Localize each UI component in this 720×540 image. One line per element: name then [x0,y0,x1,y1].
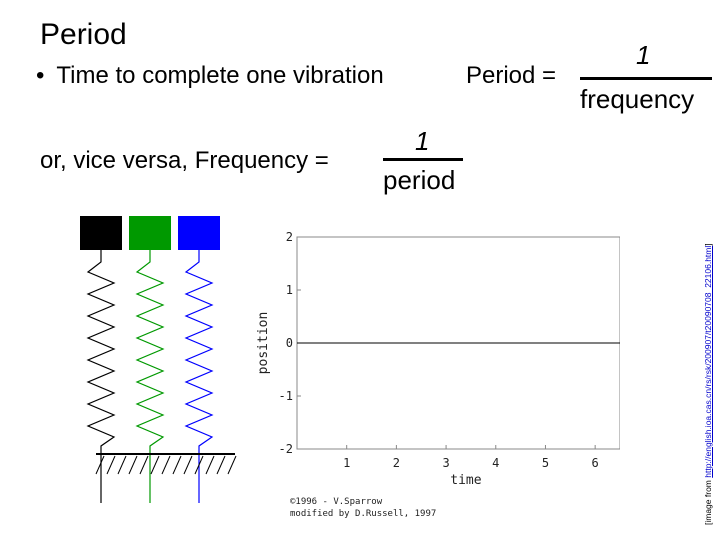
x-tick-label: 4 [492,456,499,470]
mass-block-green [129,216,171,250]
x-tick-label: 5 [542,456,549,470]
x-tick-label: 6 [592,456,599,470]
y-tick-label: -2 [279,442,293,456]
mass-block-black [80,216,122,250]
copyright-text: ©1996 - V.Sparrow [290,497,383,507]
image-credit: [image from http://english.ioa.cas.cn/rs… [703,243,713,525]
y-axis-label: position [256,312,271,375]
frequency-fraction-bar [383,158,463,161]
period-formula-numerator: 1 [636,40,651,70]
vice-versa-line: or, vice versa, Frequency = [40,147,329,175]
x-tick-label: 1 [343,456,350,470]
y-tick-label: 2 [286,230,293,244]
period-fraction-bar [580,77,712,80]
slide-title: Period [40,18,127,51]
oscillation-figure: 2 1 0 -1 -2 1 2 3 4 5 6 position time ©1996 - V.S… [80,216,620,519]
credit-prefix: [image from [703,477,713,525]
bullet-dot: • [36,62,45,89]
modified-text: modified by D.Russell, 1997 [290,509,436,519]
bullet-text: Time to complete one vibration [56,62,384,89]
credit-link[interactable]: http://english.ioa.cas.cn/rs/rsk/200907/… [703,245,713,478]
x-axis-label: time [450,473,481,488]
spring-blue [184,250,214,503]
frequency-formula-denominator: period [383,165,456,195]
credit-suffix: ] [703,243,713,246]
vice-versa-text: or, vice versa, [40,147,189,174]
y-tick-label: 1 [286,283,293,297]
y-tick-label: -1 [279,389,293,403]
y-tick-label: 0 [286,336,293,350]
bullet-item: • Time to complete one vibration [36,62,384,90]
position-time-plot: 2 1 0 -1 -2 1 2 3 4 5 6 position time [256,230,620,488]
frequency-formula-numerator: 1 [415,126,430,156]
period-formula-label: Period = [466,62,557,89]
spring-green [135,250,165,503]
x-tick-label: 2 [393,456,400,470]
mass-block-blue [178,216,220,250]
frequency-formula-label: Frequency = [194,147,329,174]
x-tick-label: 3 [442,456,449,470]
period-formula-denominator: frequency [580,84,695,114]
ground-hatching [95,455,237,475]
spring-black [86,250,116,503]
